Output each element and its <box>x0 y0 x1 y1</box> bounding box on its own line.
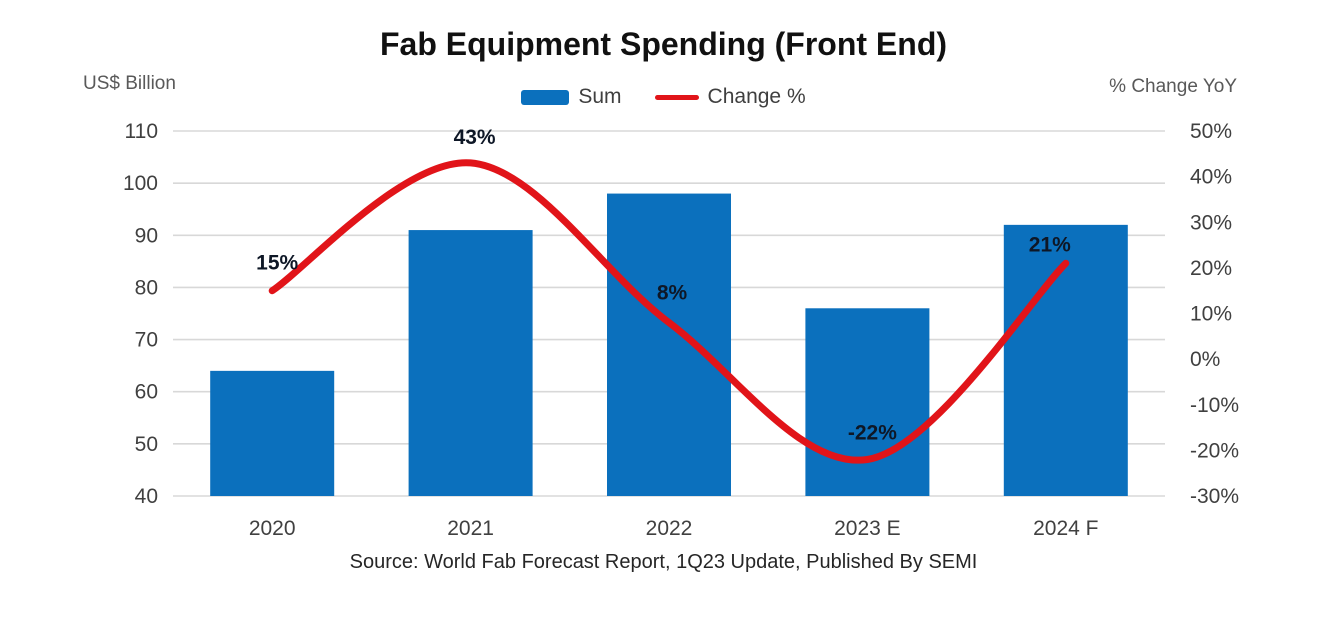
y-axis-left-tick-label: 100 <box>123 172 158 195</box>
chart-legend: Sum Change % <box>0 84 1327 110</box>
legend-change-label: Change % <box>707 85 806 108</box>
data-label-2024 F: 21% <box>1029 233 1071 256</box>
y-axis-right-tick-label: 20% <box>1190 257 1232 280</box>
bar-2020 <box>210 370 335 496</box>
y-axis-right-tick-label: 30% <box>1190 211 1232 234</box>
y-axis-right-tick-label: -10% <box>1190 394 1239 417</box>
x-axis-category-label: 2023 E <box>834 517 901 540</box>
y-axis-right-tick-label: 10% <box>1190 303 1232 326</box>
chart-title: Fab Equipment Spending (Front End) <box>379 26 948 62</box>
y-axis-right-tick-label: -20% <box>1190 439 1239 462</box>
y-axis-right-tick-label: -30% <box>1190 485 1239 508</box>
y-axis-left-tick-label: 80 <box>135 276 158 299</box>
data-label-2020: 15% <box>256 252 298 275</box>
x-axis-category-label: 2021 <box>447 517 494 540</box>
bar-2023 E <box>805 308 930 496</box>
x-axis-category-label: 2022 <box>646 517 693 540</box>
bar-2022 <box>607 193 731 497</box>
x-axis-category-label: 2020 <box>249 517 296 540</box>
y-axis-left-tick-label: 40 <box>135 485 158 508</box>
source-note: Source: World Fab Forecast Report, 1Q23 … <box>349 551 978 573</box>
y-axis-left-tick-label: 50 <box>135 433 158 456</box>
bar-2021 <box>408 230 533 497</box>
legend-sum-label: Sum <box>578 85 622 108</box>
legend-change-swatch-icon <box>654 94 699 100</box>
y-axis-right-tick-label: 0% <box>1190 348 1220 371</box>
y-axis-left-tick-label: 110 <box>125 120 158 143</box>
y-axis-right-tick-label: 50% <box>1190 120 1232 143</box>
right-axis-unit-label: % Change YoY <box>1109 76 1237 97</box>
y-axis-left-tick-label: 60 <box>135 381 158 404</box>
y-axis-right-tick-label: 40% <box>1190 166 1232 189</box>
y-axis-left-tick-label: 90 <box>135 224 158 247</box>
data-label-2023 E: -22% <box>848 422 897 445</box>
legend-sum-swatch-icon <box>521 89 570 105</box>
change-percent-line <box>268 159 1070 464</box>
x-axis-category-label: 2024 F <box>1033 517 1098 540</box>
data-label-2022: 8% <box>657 282 688 305</box>
bar-2024 F <box>1003 224 1128 496</box>
left-axis-unit-label: US$ Billion <box>83 73 176 94</box>
y-axis-left-tick-label: 70 <box>135 329 158 352</box>
data-label-2021: 43% <box>454 126 496 149</box>
